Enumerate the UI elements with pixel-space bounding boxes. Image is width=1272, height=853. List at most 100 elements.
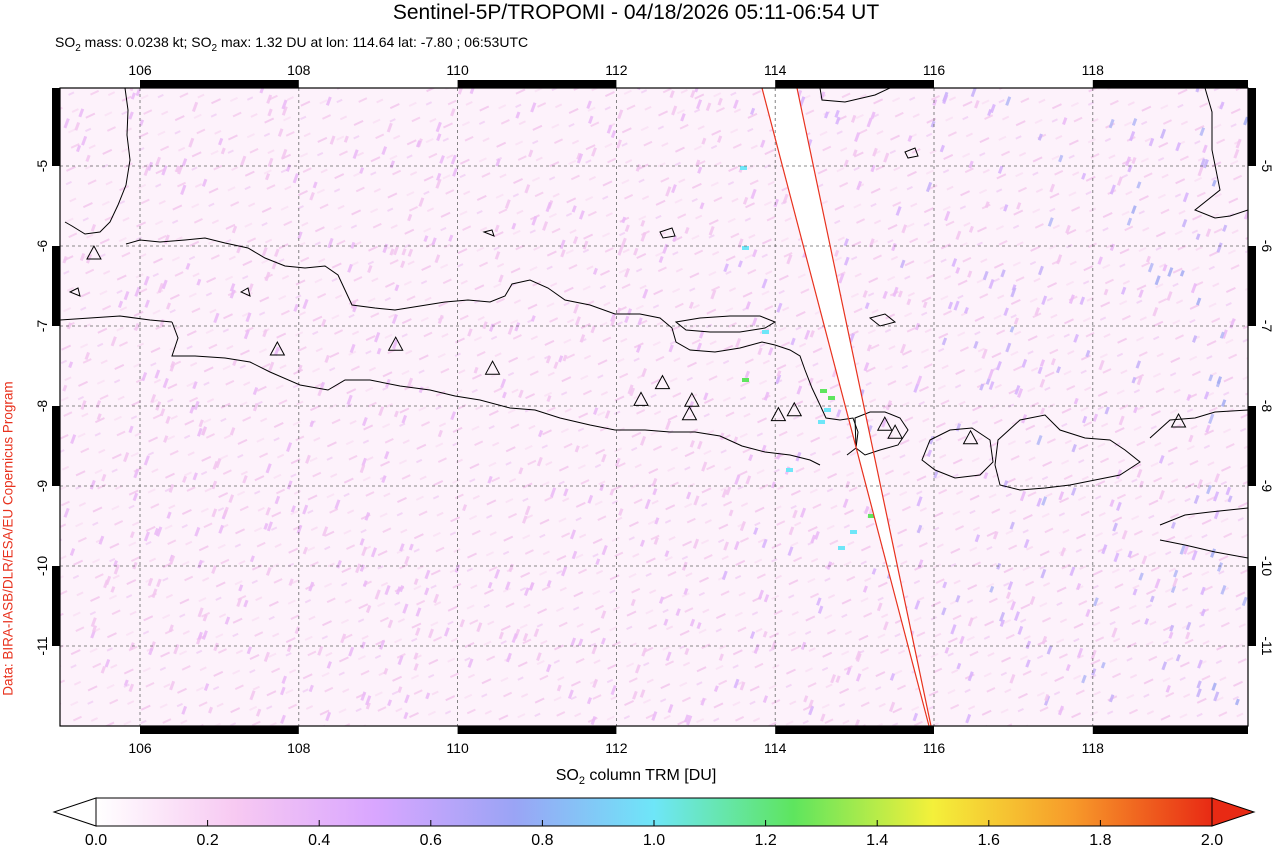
so2-pixel [684, 647, 690, 656]
so2-pixel [891, 242, 897, 252]
so2-pixel [870, 164, 876, 173]
so2-pixel [1227, 495, 1233, 503]
so2-pixel [169, 680, 176, 691]
so2-pixel [403, 711, 409, 720]
so2-pixel [696, 99, 703, 110]
so2-pixel [302, 546, 308, 555]
so2-pixel [274, 495, 281, 505]
so2-pixel [408, 543, 414, 551]
so2-pixel [1170, 521, 1176, 529]
so2-pixel [776, 370, 782, 377]
so2-pixel [694, 88, 700, 93]
so2-pixel [511, 633, 518, 644]
so2-pixel [1041, 295, 1048, 305]
so2-pixel [424, 587, 430, 596]
so2-pixel [1199, 127, 1206, 137]
so2-pixel [665, 420, 672, 431]
so2-pixel [792, 509, 798, 519]
lat-label-right: -10 [1259, 556, 1272, 576]
so2-pixel [1158, 455, 1165, 464]
so2-pixel [982, 270, 989, 281]
so2-pixel [1005, 591, 1012, 600]
so2-pixel [762, 695, 769, 703]
so2-pixel [932, 99, 938, 106]
so2-pixel [263, 522, 269, 530]
so2-pixel [559, 239, 566, 250]
so2-pixel [128, 111, 134, 120]
so2-pixel [151, 588, 158, 599]
so2-pixel [610, 316, 617, 327]
so2-pixel [970, 88, 977, 98]
so2-pixel [672, 235, 678, 242]
so2-pixel [641, 647, 648, 657]
so2-pixel [266, 521, 273, 532]
so2-pixel [402, 603, 409, 614]
so2-pixel [616, 139, 622, 149]
so2-pixel-high [838, 546, 845, 550]
lat-label-left: -7 [34, 320, 50, 333]
so2-pixel [834, 249, 840, 257]
so2-pixel [733, 540, 740, 551]
so2-pixel [635, 344, 642, 353]
so2-pixel [571, 205, 577, 213]
so2-pixel [308, 581, 315, 592]
lat-label-right: -7 [1259, 320, 1272, 333]
so2-pixel [1131, 205, 1137, 215]
so2-pixel [238, 584, 244, 592]
so2-pixel [974, 99, 980, 109]
so2-pixel [987, 108, 993, 117]
so2-pixel [413, 652, 419, 660]
so2-pixel [735, 337, 742, 348]
coastline-sumba [1159, 507, 1248, 559]
volcano-marker [86, 244, 102, 260]
so2-pixel [1213, 491, 1220, 502]
so2-pixel [944, 210, 951, 222]
so2-pixel [370, 547, 377, 558]
so2-pixel [144, 299, 150, 308]
so2-pixel [1093, 597, 1099, 607]
so2-pixel [391, 314, 398, 324]
so2-pixel [69, 548, 76, 556]
so2-pixel [128, 425, 134, 434]
so2-pixel [750, 107, 756, 115]
colorbar-tick-label: 2.0 [1200, 832, 1224, 849]
frame-bar-bottom [775, 726, 934, 734]
so2-pixel [448, 234, 454, 242]
so2-pixel [514, 322, 521, 332]
so2-pixel [610, 130, 617, 139]
so2-pixel [383, 667, 389, 675]
so2-pixel [518, 467, 524, 475]
so2-pixel [414, 627, 421, 636]
frame-bar-right [1248, 246, 1256, 326]
so2-pixel [292, 173, 299, 184]
so2-pixel [321, 526, 329, 537]
so2-pixel [427, 628, 434, 639]
so2-pixel [1062, 117, 1068, 126]
so2-pixel [854, 132, 861, 142]
so2-pixel [378, 406, 385, 417]
so2-pixel [1211, 179, 1217, 187]
so2-pixel [696, 622, 702, 630]
so2-pixel [642, 288, 649, 299]
so2-pixel [374, 589, 381, 600]
so2-pixel [393, 246, 399, 256]
so2-pixel [633, 247, 639, 256]
so2-pixel [1021, 358, 1028, 368]
so2-pixel [1037, 133, 1043, 141]
so2-pixel [1120, 286, 1127, 295]
so2-pixel [220, 147, 226, 155]
so2-pixel [459, 619, 465, 628]
so2-pixel [393, 410, 399, 418]
axis-labels: 106 106 108 108 110 110 112 112 114 114 116 116 118 1… [34, 62, 1272, 756]
so2-pixel [595, 558, 601, 566]
so2-pixel [1219, 331, 1225, 339]
so2-pixel [889, 672, 896, 681]
so2-pixel [266, 94, 273, 104]
coastline-sumbawa [994, 414, 1141, 491]
so2-pixel [1167, 267, 1174, 277]
so2-pixel [689, 440, 695, 448]
so2-pixel [165, 302, 172, 310]
so2-pixel [367, 264, 373, 273]
so2-pixel [340, 633, 347, 644]
frame-bar-top [775, 80, 934, 88]
